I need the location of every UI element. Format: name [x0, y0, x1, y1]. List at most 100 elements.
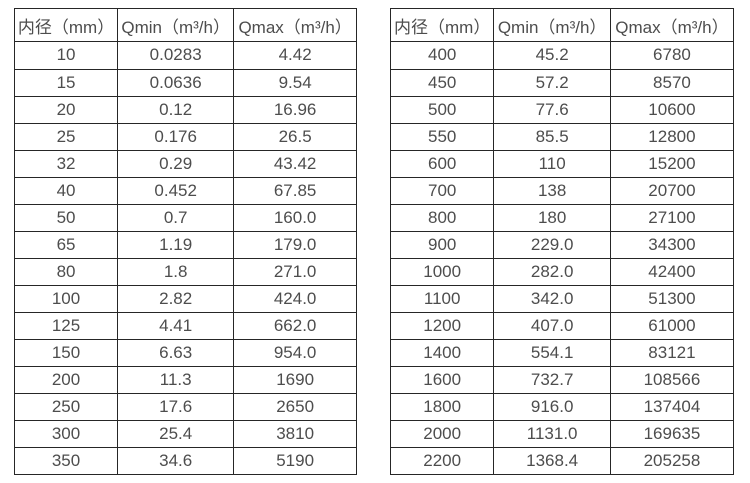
table-cell: 10	[13, 41, 119, 70]
table-row: 800 180 27100	[389, 203, 735, 232]
table-cell: 61000	[609, 311, 735, 340]
table-cell: 350	[13, 446, 119, 476]
table-cell: 424.0	[233, 284, 357, 313]
table-cell: 65	[13, 230, 119, 259]
table-row: 15 0.0636 9.54	[13, 68, 357, 97]
table-cell: 137404	[609, 392, 735, 421]
table-cell: 80	[13, 257, 119, 286]
column-header: 内径（mm）	[13, 7, 119, 43]
table-row: 250 17.6 2650	[13, 392, 357, 421]
column-header: Qmin（m³/h）	[117, 7, 235, 43]
table-cell: 34300	[609, 230, 735, 259]
table-cell: 1368.4	[493, 446, 611, 476]
table-cell: 916.0	[493, 392, 611, 421]
column-header: 内径（mm）	[389, 7, 495, 43]
table-row: 1600 732.7 108566	[389, 365, 735, 394]
table-cell: 200	[13, 365, 119, 394]
table-cell: 0.176	[117, 122, 235, 151]
table-cell: 100	[13, 284, 119, 313]
table-row: 150 6.63 954.0	[13, 338, 357, 367]
table-cell: 205258	[609, 446, 735, 476]
table-cell: 83121	[609, 338, 735, 367]
flow-rate-table-small-diameters: 内径（mm） Qmin（m³/h） Qmax（m³/h） 10 0.0283 4.42 15…	[13, 7, 357, 476]
table-cell: 0.12	[117, 95, 235, 124]
table-cell: 250	[13, 392, 119, 421]
table-cell: 1.19	[117, 230, 235, 259]
table-cell: 6.63	[117, 338, 235, 367]
table-cell: 15200	[609, 149, 735, 178]
table-row: 32 0.29 43.42	[13, 149, 357, 178]
table-cell: 1100	[389, 284, 495, 313]
table-row: 40 0.452 67.85	[13, 176, 357, 205]
table-cell: 2200	[389, 446, 495, 476]
table-cell: 10600	[609, 95, 735, 124]
table-cell: 0.0636	[117, 68, 235, 97]
table-cell: 2650	[233, 392, 357, 421]
table-cell: 25	[13, 122, 119, 151]
table-row: 300 25.4 3810	[13, 419, 357, 448]
table-row: 25 0.176 26.5	[13, 122, 357, 151]
table-row: 400 45.2 6780	[389, 41, 735, 70]
table-cell: 40	[13, 176, 119, 205]
table-row: 100 2.82 424.0	[13, 284, 357, 313]
table-cell: 900	[389, 230, 495, 259]
table-row: 10 0.0283 4.42	[13, 41, 357, 70]
table-cell: 407.0	[493, 311, 611, 340]
column-header: Qmin（m³/h）	[493, 7, 611, 43]
table-cell: 42400	[609, 257, 735, 286]
table-cell: 67.85	[233, 176, 357, 205]
table-cell: 85.5	[493, 122, 611, 151]
table-cell: 169635	[609, 419, 735, 448]
table-row: 1000 282.0 42400	[389, 257, 735, 286]
table-row: 350 34.6 5190	[13, 446, 357, 476]
table-cell: 180	[493, 203, 611, 232]
table-cell: 9.54	[233, 68, 357, 97]
table-cell: 8570	[609, 68, 735, 97]
table-row: 2200 1368.4 205258	[389, 446, 735, 476]
table-cell: 732.7	[493, 365, 611, 394]
table-cell: 4.41	[117, 311, 235, 340]
table-cell: 0.452	[117, 176, 235, 205]
table-cell: 27100	[609, 203, 735, 232]
table-cell: 0.29	[117, 149, 235, 178]
table-row: 450 57.2 8570	[389, 68, 735, 97]
table-cell: 1800	[389, 392, 495, 421]
table-cell: 600	[389, 149, 495, 178]
table-cell: 25.4	[117, 419, 235, 448]
table-row: 600 110 15200	[389, 149, 735, 178]
table-row: 1800 916.0 137404	[389, 392, 735, 421]
table-cell: 179.0	[233, 230, 357, 259]
table-cell: 2.82	[117, 284, 235, 313]
table-cell: 662.0	[233, 311, 357, 340]
table-cell: 5190	[233, 446, 357, 476]
table-cell: 125	[13, 311, 119, 340]
table-row: 500 77.6 10600	[389, 95, 735, 124]
table-cell: 800	[389, 203, 495, 232]
table-cell: 4.42	[233, 41, 357, 70]
table-row: 550 85.5 12800	[389, 122, 735, 151]
header-row: 内径（mm） Qmin（m³/h） Qmax（m³/h）	[389, 7, 735, 43]
table-cell: 12800	[609, 122, 735, 151]
table-cell: 45.2	[493, 41, 611, 70]
table-cell: 1131.0	[493, 419, 611, 448]
table-cell: 1.8	[117, 257, 235, 286]
flow-rate-table-large-diameters: 内径（mm） Qmin（m³/h） Qmax（m³/h） 400 45.2 6780 450…	[389, 7, 735, 476]
table-cell: 26.5	[233, 122, 357, 151]
table-row: 50 0.7 160.0	[13, 203, 357, 232]
table-cell: 51300	[609, 284, 735, 313]
table-cell: 17.6	[117, 392, 235, 421]
table-cell: 1400	[389, 338, 495, 367]
table-cell: 57.2	[493, 68, 611, 97]
table-row: 1100 342.0 51300	[389, 284, 735, 313]
table-cell: 150	[13, 338, 119, 367]
table-cell: 229.0	[493, 230, 611, 259]
table-cell: 550	[389, 122, 495, 151]
table-row: 2000 1131.0 169635	[389, 419, 735, 448]
table-row: 1200 407.0 61000	[389, 311, 735, 340]
table-cell: 11.3	[117, 365, 235, 394]
table-cell: 0.7	[117, 203, 235, 232]
table-cell: 450	[389, 68, 495, 97]
table-cell: 20700	[609, 176, 735, 205]
table-row: 200 11.3 1690	[13, 365, 357, 394]
